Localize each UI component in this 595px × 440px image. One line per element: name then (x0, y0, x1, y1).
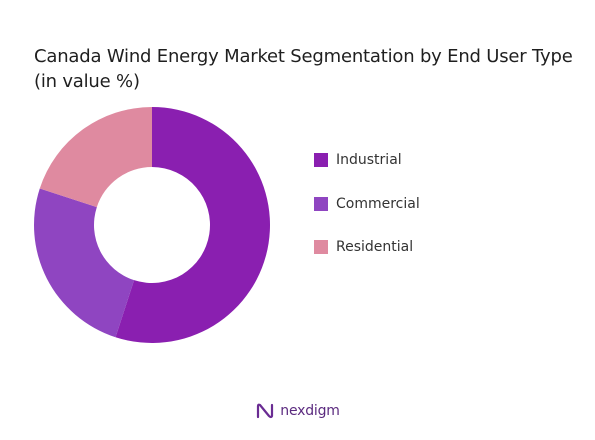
legend-swatch-industrial (314, 153, 328, 167)
chart-title: Canada Wind Energy Market Segmentation b… (34, 46, 573, 92)
legend-label-industrial: Industrial (336, 152, 402, 168)
legend-item-industrial: Industrial (314, 150, 420, 170)
donut-slice-industrial (115, 107, 270, 343)
chart-legend: Industrial Commercial Residential (314, 150, 420, 281)
donut-slice-commercial (34, 188, 135, 338)
brand-footer: nexdigm (0, 402, 595, 420)
legend-item-commercial: Commercial (314, 194, 420, 214)
legend-label-residential: Residential (336, 239, 414, 255)
legend-swatch-residential (314, 240, 328, 254)
legend-item-residential: Residential (314, 237, 420, 257)
brand-name: nexdigm (280, 403, 340, 419)
legend-swatch-commercial (314, 196, 328, 211)
legend-label-commercial: Commercial (336, 195, 420, 212)
donut-slice-residential (39, 107, 152, 208)
nexdigm-logo-icon (257, 403, 274, 419)
